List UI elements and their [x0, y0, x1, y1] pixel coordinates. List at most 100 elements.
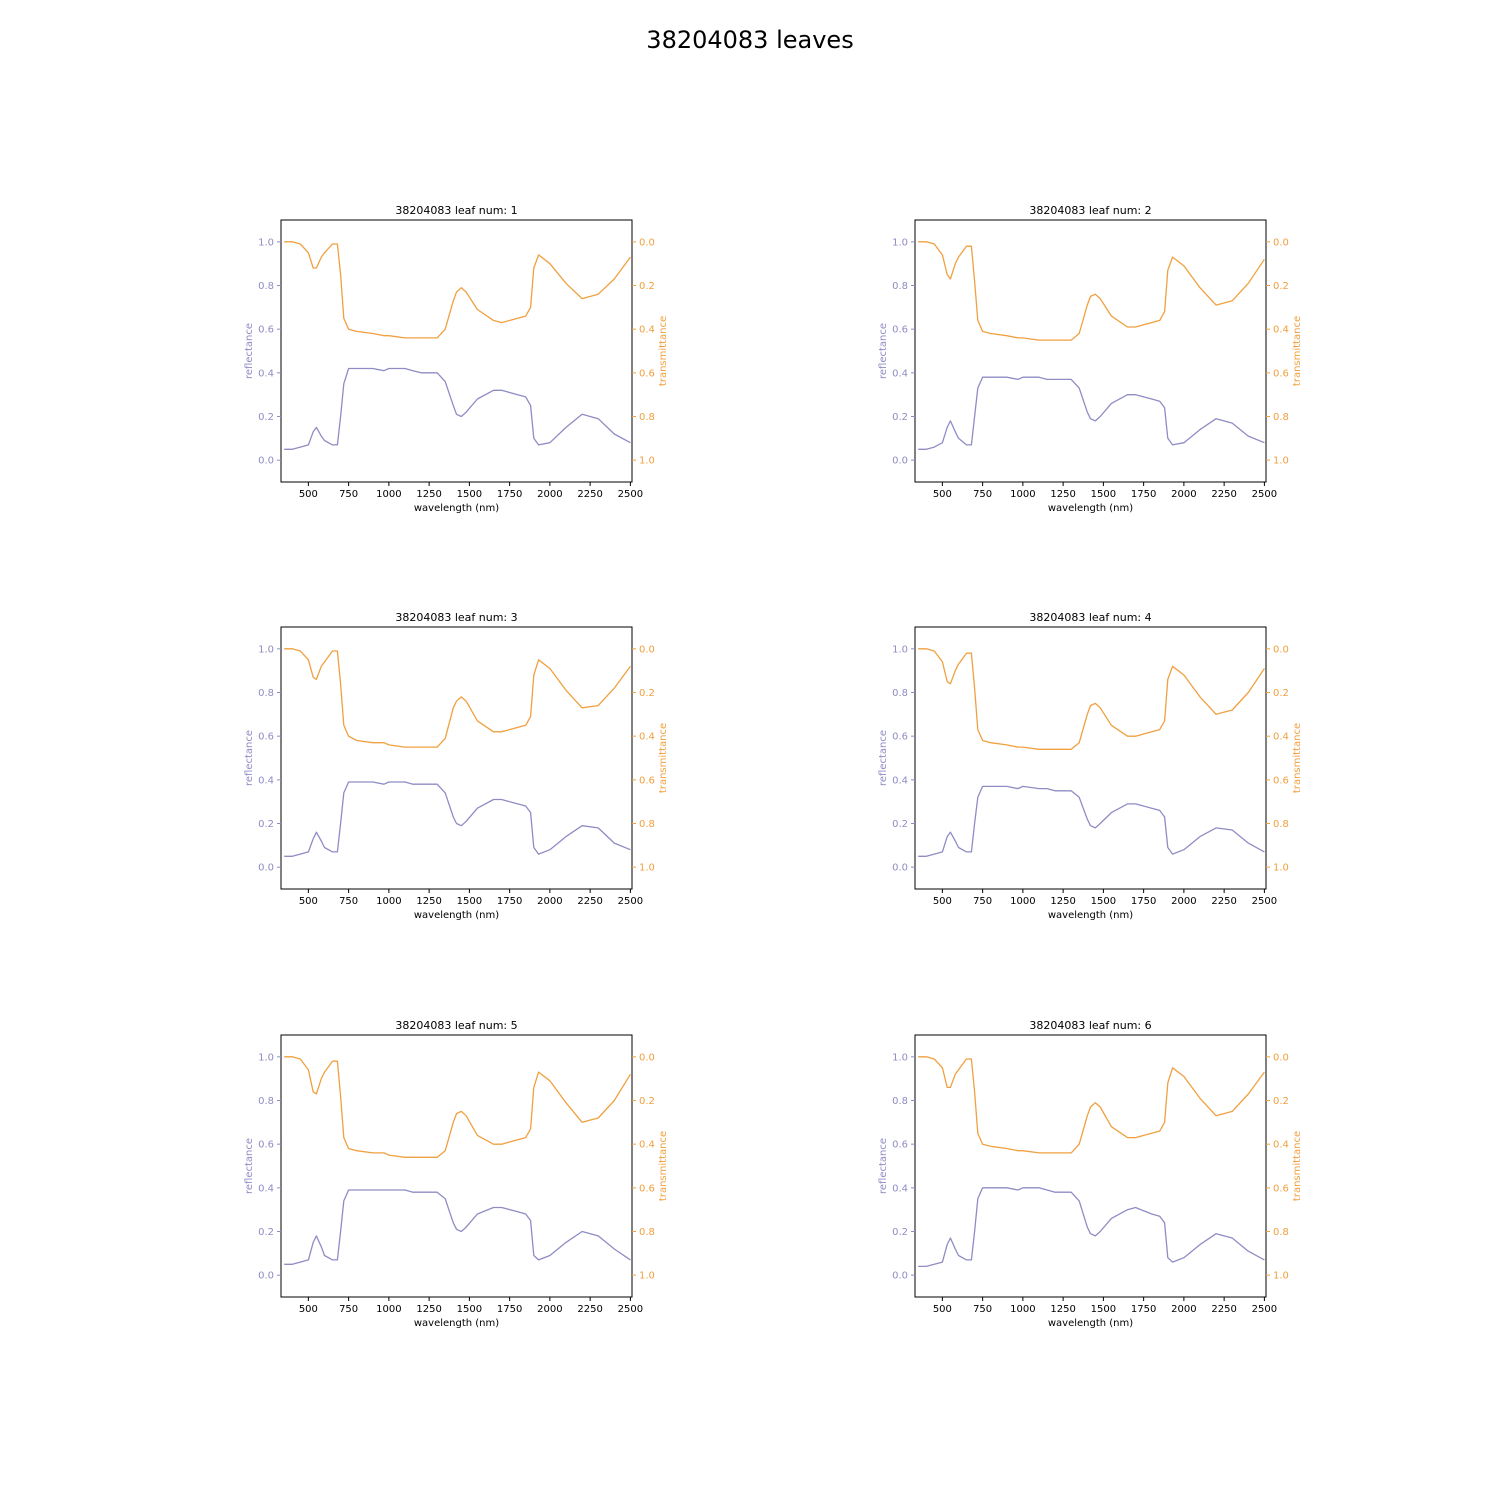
reflectance-line [918, 1187, 1265, 1268]
right-y-tick-label: 0.8 [639, 819, 655, 830]
plot-frame [280, 626, 633, 890]
plot-frame [914, 1034, 1267, 1298]
x-tick-label: 1750 [497, 489, 522, 500]
x-tick-label: 2500 [1252, 1304, 1277, 1315]
right-y-tick-label: 0.6 [1273, 1183, 1289, 1194]
x-tick-label: 2000 [537, 1304, 562, 1315]
right-y-tick-label: 0.4 [1273, 1140, 1289, 1151]
left-y-tick-label: 1.0 [258, 1052, 274, 1063]
subplot-title: 38204083 leaf num: 3 [395, 611, 517, 624]
left-y-axis-label: reflectance [244, 1138, 255, 1194]
transmittance-line [284, 648, 631, 748]
x-tick-label: 750 [973, 896, 992, 907]
x-tick-label: 2250 [577, 489, 602, 500]
right-y-tick-label: 0.8 [1273, 1227, 1289, 1238]
plot-frame [280, 1034, 633, 1298]
transmittance-line [918, 648, 1265, 750]
x-tick-label: 1000 [376, 489, 401, 500]
right-y-tick-label: 0.0 [639, 1052, 655, 1063]
right-y-tick-label: 0.4 [1273, 325, 1289, 336]
right-y-tick-label: 1.0 [639, 456, 655, 467]
right-y-tick-label: 0.8 [639, 412, 655, 423]
left-y-tick-label: 0.8 [892, 281, 908, 292]
right-y-tick-label: 0.6 [639, 368, 655, 379]
x-tick-label: 1250 [416, 489, 441, 500]
left-y-tick-label: 1.0 [892, 1052, 908, 1063]
left-y-tick-label: 0.4 [258, 368, 274, 379]
x-tick-label: 750 [339, 896, 358, 907]
right-y-tick-label: 0.4 [639, 732, 655, 743]
subplot-title: 38204083 leaf num: 4 [1029, 611, 1151, 624]
right-y-tick-label: 0.6 [639, 1183, 655, 1194]
x-tick-label: 1750 [1131, 896, 1156, 907]
x-tick-label: 1000 [1010, 1304, 1035, 1315]
x-tick-label: 2500 [618, 1304, 643, 1315]
x-tick-label: 1750 [1131, 1304, 1156, 1315]
left-y-tick-label: 0.8 [892, 1096, 908, 1107]
left-y-tick-label: 0.0 [892, 456, 908, 467]
left-y-tick-label: 0.2 [892, 1227, 908, 1238]
right-y-tick-label: 0.8 [639, 1227, 655, 1238]
x-axis-label: wavelength (nm) [414, 1318, 499, 1329]
subplot-2: 38204083 leaf num: 2 500 750 1000 1250 1500 17… [878, 204, 1303, 514]
x-tick-label: 1250 [1050, 489, 1075, 500]
x-tick-label: 1250 [1050, 1304, 1075, 1315]
right-y-tick-label: 0.6 [1273, 775, 1289, 786]
x-tick-label: 2500 [618, 489, 643, 500]
reflectance-line [918, 785, 1265, 857]
right-y-tick-label: 0.2 [1273, 688, 1289, 699]
right-y-tick-label: 0.2 [1273, 281, 1289, 292]
x-axis-label: wavelength (nm) [1048, 910, 1133, 921]
x-axis-label: wavelength (nm) [1048, 1318, 1133, 1329]
x-tick-label: 1250 [416, 896, 441, 907]
x-tick-label: 1000 [376, 1304, 401, 1315]
subplot-title: 38204083 leaf num: 1 [395, 204, 517, 217]
reflectance-line [918, 376, 1265, 450]
right-y-tick-label: 0.0 [1273, 237, 1289, 248]
transmittance-line [284, 241, 631, 339]
subplot-4: 38204083 leaf num: 4 500 750 1000 1250 1500 17… [878, 611, 1303, 921]
x-tick-label: 2250 [1211, 1304, 1236, 1315]
x-tick-label: 1750 [497, 1304, 522, 1315]
left-y-tick-label: 0.4 [892, 1183, 908, 1194]
x-tick-label: 750 [973, 489, 992, 500]
x-tick-label: 750 [339, 1304, 358, 1315]
right-y-tick-label: 0.4 [639, 1140, 655, 1151]
reflectance-line [284, 367, 631, 450]
left-y-tick-label: 0.4 [258, 1183, 274, 1194]
x-tick-label: 2250 [577, 896, 602, 907]
left-y-tick-label: 0.0 [892, 863, 908, 874]
left-y-tick-label: 0.0 [258, 456, 274, 467]
x-tick-label: 1000 [1010, 489, 1035, 500]
x-tick-label: 1500 [457, 489, 482, 500]
subplot-3: 38204083 leaf num: 3 500 750 1000 1250 1500 17… [244, 611, 669, 921]
left-y-tick-label: 0.8 [258, 281, 274, 292]
x-tick-label: 1000 [376, 896, 401, 907]
left-y-axis-label: reflectance [244, 323, 255, 379]
x-tick-label: 1750 [1131, 489, 1156, 500]
right-y-tick-label: 0.6 [1273, 368, 1289, 379]
x-tick-label: 2000 [1171, 489, 1196, 500]
x-tick-label: 2250 [1211, 896, 1236, 907]
x-tick-label: 1500 [457, 1304, 482, 1315]
transmittance-line [918, 241, 1265, 341]
left-y-axis-label: reflectance [244, 730, 255, 786]
left-y-tick-label: 0.8 [258, 688, 274, 699]
plot-frame [914, 219, 1267, 483]
right-y-axis-label: transmittance [1292, 1131, 1303, 1201]
figure-title: 38204083 leaves [646, 26, 854, 54]
plot-frame [914, 626, 1267, 890]
x-tick-label: 500 [299, 489, 318, 500]
right-y-axis-label: transmittance [1292, 316, 1303, 386]
left-y-axis-label: reflectance [878, 730, 889, 786]
left-y-tick-label: 0.6 [258, 325, 274, 336]
right-y-axis-label: transmittance [658, 316, 669, 386]
right-y-axis-label: transmittance [1292, 723, 1303, 793]
left-y-axis-label: reflectance [878, 323, 889, 379]
x-tick-label: 750 [339, 489, 358, 500]
subplot-title: 38204083 leaf num: 6 [1029, 1019, 1151, 1032]
x-tick-label: 500 [933, 489, 952, 500]
right-y-tick-label: 1.0 [639, 1271, 655, 1282]
x-tick-label: 500 [299, 1304, 318, 1315]
